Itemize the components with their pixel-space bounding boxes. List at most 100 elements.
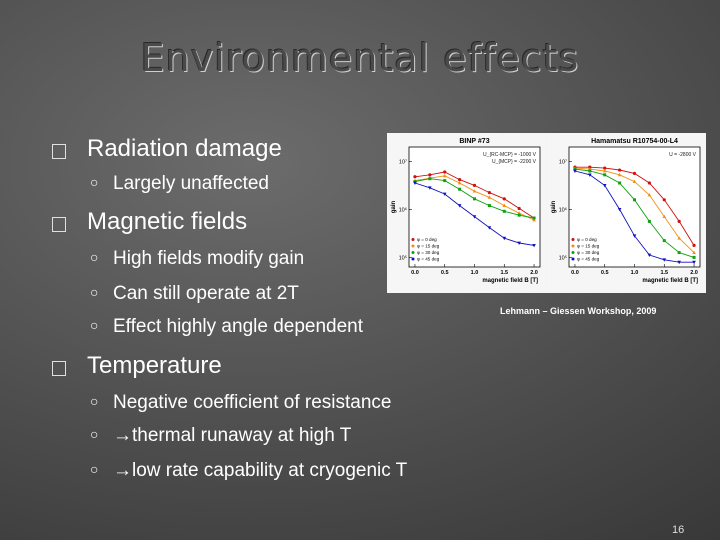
bullet-text: Radiation damage: [87, 135, 282, 162]
data-point: [517, 241, 521, 245]
legend-label: φ = 30 deg: [417, 250, 440, 255]
square-bullet-icon: [52, 144, 66, 159]
data-point: [443, 179, 447, 183]
x-tick-label: 0.0: [571, 270, 579, 276]
data-point: [487, 204, 491, 208]
data-point: [602, 169, 607, 173]
bullet-text: Temperature: [87, 352, 222, 379]
data-point: [692, 260, 696, 265]
circle-bullet-icon: ○: [90, 393, 99, 409]
sub-bullet-text: High fields modify gain: [113, 248, 305, 269]
data-point: [662, 239, 666, 243]
chart-hamamatsu: Hamamatsu R10754-00-L4 U = -2800 V 0.0 0.5 1…: [547, 133, 706, 293]
legend-marker: [411, 251, 415, 254]
data-point: [413, 180, 417, 184]
legend-label: φ = 45 deg: [577, 257, 600, 262]
legend-marker: [571, 244, 575, 248]
y-tick-label: 10⁶: [399, 206, 407, 213]
x-tick-label: 1.0: [471, 270, 479, 276]
sub-bullet-text: →low rate capability at cryogenic T: [113, 460, 408, 481]
data-point: [647, 181, 651, 185]
sub-bullet: ○ Effect highly angle dependent: [90, 316, 363, 338]
legend-marker: [571, 251, 575, 254]
data-point: [588, 173, 592, 177]
square-bullet-icon: [52, 361, 66, 376]
legend-label: φ = 0 deg: [417, 237, 437, 242]
slide-title: Environmental effects: [140, 36, 580, 80]
data-point: [473, 197, 476, 201]
circle-bullet-icon: ○: [90, 174, 99, 190]
data-point: [472, 215, 477, 219]
chart-binp: BINP #73 U_{RC-MCP} = -1000 VU_{MCP} = -2…: [387, 133, 546, 293]
data-point: [647, 193, 652, 197]
bullet-temperature: Temperature: [52, 352, 222, 380]
sub-bullet-text: Negative coefficient of resistance: [113, 392, 392, 413]
legend-marker: [411, 257, 415, 261]
chart-annotation: U_{MCP} = -2200 V: [492, 159, 537, 165]
legend-label: φ = 30 deg: [577, 250, 600, 255]
data-point: [602, 184, 607, 188]
legend-marker: [411, 244, 415, 248]
data-point: [573, 167, 577, 171]
x-axis-label: magnetic field B [T]: [642, 278, 698, 284]
data-point: [632, 171, 637, 175]
sub-bullet-text: Largely unaffected: [113, 173, 269, 194]
data-point: [662, 198, 666, 202]
data-point: [603, 173, 607, 177]
data-point: [662, 258, 667, 262]
data-point: [603, 166, 607, 170]
circle-bullet-icon: ○: [90, 317, 99, 333]
data-point: [618, 168, 622, 172]
data-point: [487, 191, 491, 195]
sub-bullet: ○ →low rate capability at cryogenic T: [90, 460, 407, 482]
figure-caption: Lehmann – Giessen Workshop, 2009: [500, 306, 657, 316]
data-point: [502, 236, 507, 241]
data-point: [517, 206, 521, 211]
y-tick-label: 10⁷: [559, 158, 567, 165]
data-point: [532, 217, 536, 222]
x-axis-label: magnetic field B [T]: [482, 278, 538, 284]
sub-bullet: ○ Largely unaffected: [90, 173, 269, 195]
data-point: [413, 175, 417, 179]
gain-vs-field-figure: BINP #73 U_{RC-MCP} = -1000 V U_{MCP} = -2…: [387, 133, 706, 293]
sub-bullet: ○ Negative coefficient of resistance: [90, 392, 391, 414]
data-point: [472, 183, 477, 187]
legend-label: φ = 15 deg: [577, 244, 600, 249]
plot-area: [408, 146, 541, 268]
y-axis-label: gain: [391, 201, 397, 214]
plot-area: [568, 146, 701, 268]
x-tick-label: 1.5: [500, 270, 508, 276]
sub-bullet-text: Can still operate at 2T: [113, 283, 299, 304]
data-point: [647, 219, 651, 223]
data-point: [428, 173, 432, 177]
x-tick-label: 0.5: [441, 270, 449, 276]
data-point: [588, 169, 592, 173]
data-point: [677, 251, 681, 255]
data-point: [457, 181, 462, 185]
legend-marker: [571, 238, 575, 241]
y-tick-label: 10⁷: [399, 158, 407, 165]
circle-bullet-icon: ○: [90, 426, 99, 442]
x-tick-label: 2.0: [530, 270, 538, 276]
chart-annotation: U = -2800 V: [669, 152, 696, 158]
y-axis-label: gain: [551, 201, 557, 214]
data-point: [472, 189, 477, 193]
legend-marker: [571, 257, 575, 261]
y-tick-label: 10⁵: [559, 254, 567, 261]
data-point: [618, 181, 622, 185]
bullet-magnetic-fields: Magnetic fields: [52, 208, 247, 236]
data-point: [573, 169, 577, 173]
sub-bullet-text: →thermal runaway at high T: [113, 425, 352, 446]
data-point: [617, 208, 622, 212]
data-point: [502, 203, 507, 207]
chart-title: Hamamatsu R10754-00-L4: [591, 138, 678, 145]
square-bullet-icon: [52, 217, 66, 232]
bullet-radiation-damage: Radiation damage: [52, 135, 282, 163]
sub-bullet-text: Effect highly angle dependent: [113, 316, 364, 337]
data-point: [532, 244, 536, 248]
sub-bullet: ○ High fields modify gain: [90, 248, 304, 270]
legend-label: φ = 0 deg: [577, 237, 597, 242]
sub-bullet: ○ →thermal runaway at high T: [90, 425, 351, 447]
data-point: [443, 170, 447, 174]
data-point: [457, 204, 462, 208]
